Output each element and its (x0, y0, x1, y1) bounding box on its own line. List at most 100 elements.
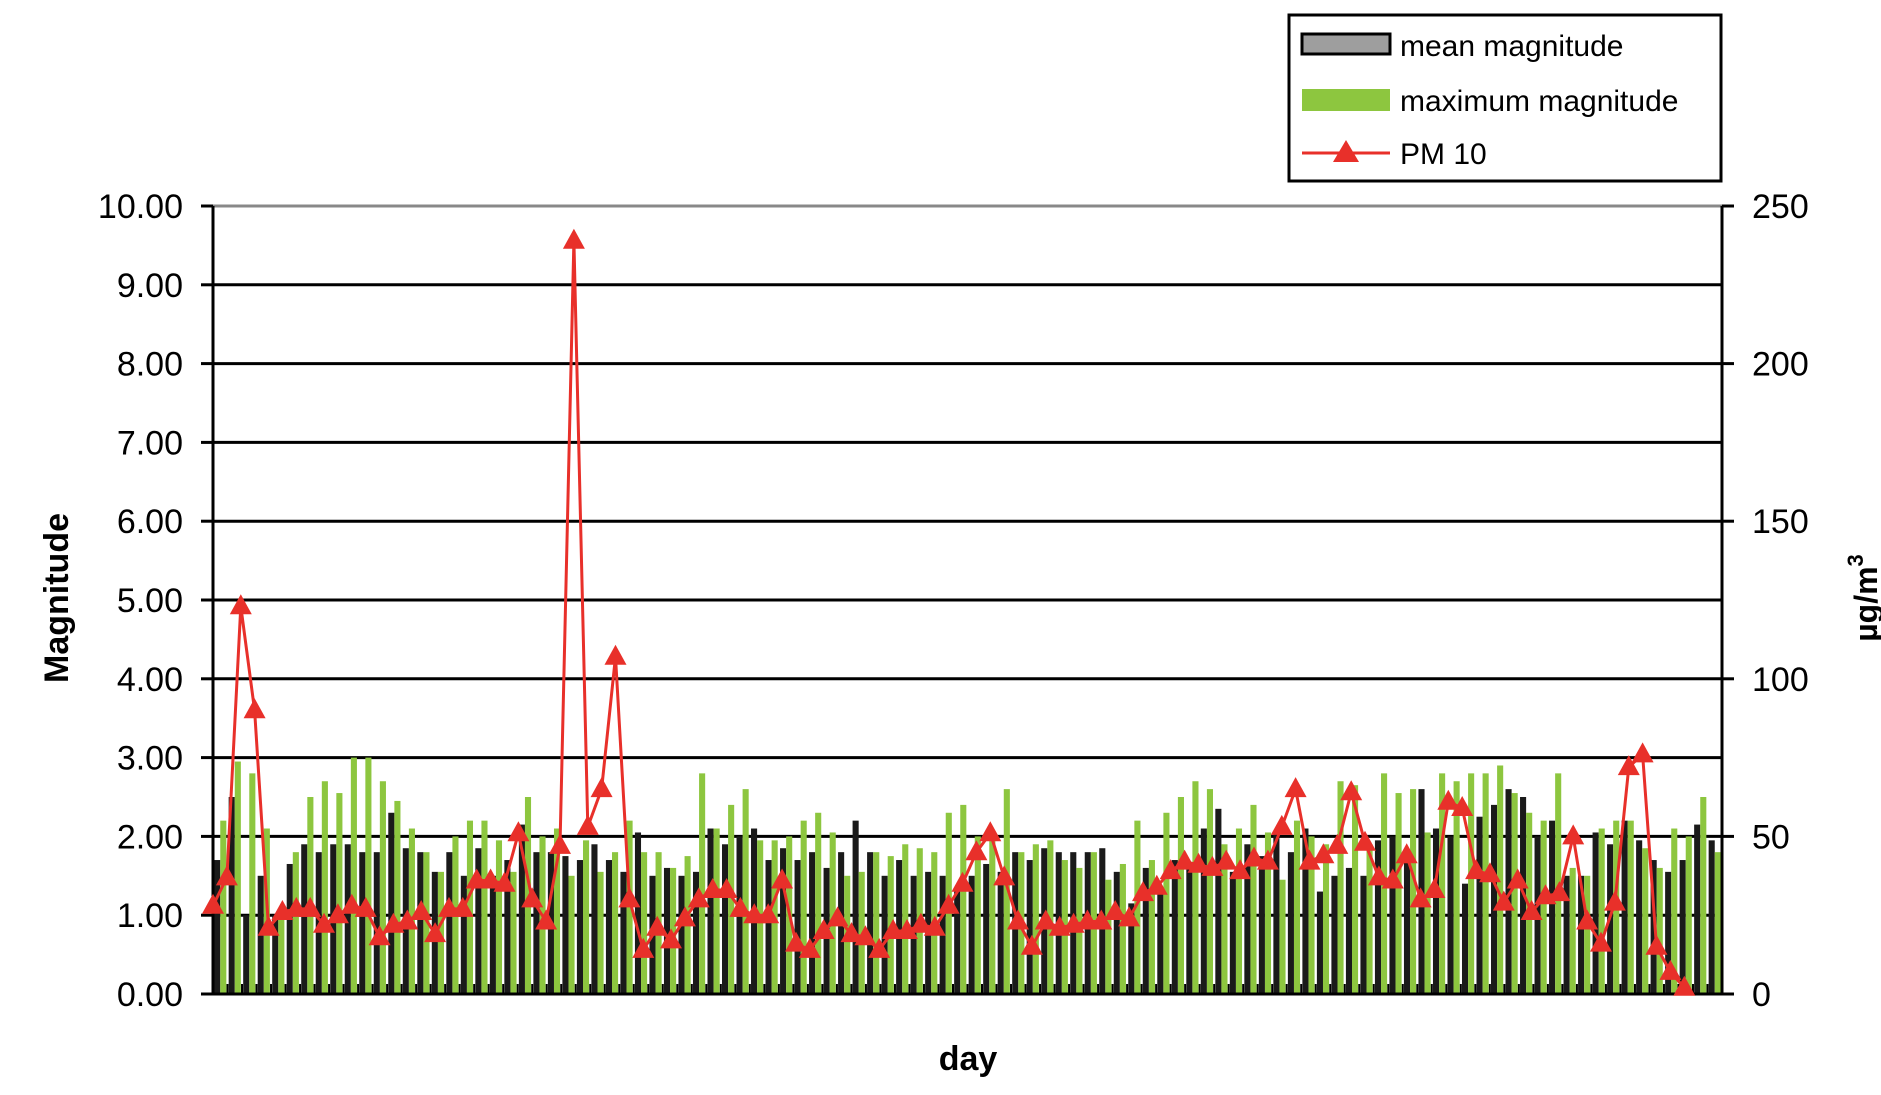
right-axis-tick-label: 150 (1752, 503, 1809, 541)
maximum-magnitude-bar (1352, 785, 1359, 994)
legend-swatch-maximum-magnitude (1302, 89, 1390, 111)
pm10-point (604, 644, 627, 665)
maximum-magnitude-bar (728, 804, 735, 994)
pm10-point (1631, 742, 1654, 763)
pm10-point (1187, 852, 1210, 873)
pm10-point (354, 896, 377, 917)
pm10-point (812, 919, 835, 939)
pm10-point (632, 937, 655, 958)
maximum-magnitude-bar (1293, 820, 1301, 994)
maximum-magnitude-bar (1410, 789, 1417, 994)
maximum-magnitude-bar (960, 804, 967, 994)
pm10-point (1159, 859, 1182, 880)
maximum-magnitude-bar (408, 828, 415, 994)
pm10-point (1132, 881, 1154, 902)
mean-magnitude-bar (228, 797, 235, 994)
pm10-point (1645, 934, 1668, 955)
mean-magnitude-bar (359, 852, 366, 994)
pm10-point (507, 821, 530, 842)
pm10-point (965, 840, 988, 861)
pm10-point (757, 903, 780, 924)
mean-magnitude-bar (1345, 867, 1353, 994)
mean-magnitude-bar (707, 828, 714, 994)
mean-magnitude-bar (591, 844, 598, 994)
mean-magnitude-bar (1331, 875, 1338, 994)
pm10-point (1423, 878, 1446, 898)
mean-magnitude-bar (1287, 852, 1294, 994)
pm10-point (1451, 796, 1474, 816)
pm10-point (1548, 881, 1571, 902)
maximum-magnitude-bar (1003, 789, 1010, 994)
maximum-magnitude-bar (1105, 879, 1112, 994)
left-axis-tick-label: 5.00 (117, 582, 183, 620)
pm10-point (1479, 862, 1501, 883)
maximum-magnitude-bar (902, 844, 909, 994)
mean-magnitude-bar (301, 844, 308, 994)
pm10-point (521, 887, 544, 908)
pm10-point (1284, 777, 1307, 798)
pm10-point (368, 925, 391, 946)
maximum-magnitude-bar (1032, 844, 1039, 994)
pm10-point (1326, 833, 1349, 854)
maximum-magnitude-bar (1337, 781, 1344, 994)
mean-magnitude-bar (1432, 828, 1440, 994)
maximum-magnitude-bar (742, 789, 749, 994)
pm10-point (299, 896, 322, 917)
pm10-point (1520, 900, 1543, 920)
mean-magnitude-bar (1113, 871, 1120, 994)
mean-magnitude-bar (1694, 824, 1701, 994)
maximum-magnitude-bar (612, 852, 619, 994)
pm10-point (313, 912, 335, 933)
maximum-magnitude-bar (1714, 852, 1721, 994)
pm10-point (854, 925, 877, 946)
mean-magnitude-bar (576, 860, 583, 994)
mean-magnitude-bar (1258, 856, 1265, 994)
maximum-magnitude-bar (829, 832, 836, 994)
maximum-magnitude-bar (1656, 867, 1663, 994)
legend-swatch-mean-magnitude (1300, 32, 1392, 56)
pm10-point (951, 871, 974, 892)
pm10-point (618, 887, 641, 908)
maximum-magnitude-bar (1642, 848, 1649, 994)
mean-magnitude-bar (1476, 816, 1483, 994)
pm10-point (1340, 780, 1363, 801)
maximum-magnitude-bar (568, 875, 575, 994)
pm10-point (1437, 789, 1460, 810)
right-axis-tick-label: 100 (1752, 661, 1809, 699)
maximum-magnitude-bar (1497, 765, 1504, 994)
pm10-point (882, 919, 905, 939)
pm10-point (479, 868, 502, 889)
maximum-magnitude-bar (800, 820, 807, 994)
maximum-magnitude-bar (1119, 863, 1126, 994)
maximum-magnitude-bar (641, 852, 648, 994)
maximum-magnitude-bar (1395, 793, 1402, 994)
pm10-point (1104, 900, 1127, 920)
pm10-point (493, 871, 516, 892)
pm10-point (590, 777, 613, 798)
maximum-magnitude-bar (336, 793, 343, 994)
pm10-point (687, 887, 710, 908)
mean-magnitude-bar (446, 852, 453, 994)
pm10-point (715, 878, 738, 898)
pm10-point (1173, 849, 1196, 870)
pm10-point (646, 915, 669, 936)
pm10-point (1367, 865, 1390, 886)
maximum-magnitude-bar (1148, 860, 1155, 994)
maximum-magnitude-bar (1192, 781, 1199, 994)
mean-magnitude-bar (1215, 808, 1222, 994)
mean-magnitude-bar (1200, 828, 1207, 994)
mean-magnitude-bar (809, 852, 816, 994)
pm10-point (1590, 931, 1612, 952)
pm10-point (1381, 868, 1404, 889)
pm10-point (243, 698, 266, 719)
pm10-point (937, 893, 960, 914)
mean-magnitude-bar (1549, 820, 1556, 994)
mean-magnitude-bar (562, 856, 569, 994)
maximum-magnitude-bar (1322, 844, 1330, 994)
pm10-point (535, 909, 558, 930)
pm10-point (576, 814, 599, 835)
pm10-point (1270, 814, 1293, 835)
maximum-magnitude-bar (321, 781, 328, 994)
maximum-magnitude-bar (1511, 793, 1518, 994)
